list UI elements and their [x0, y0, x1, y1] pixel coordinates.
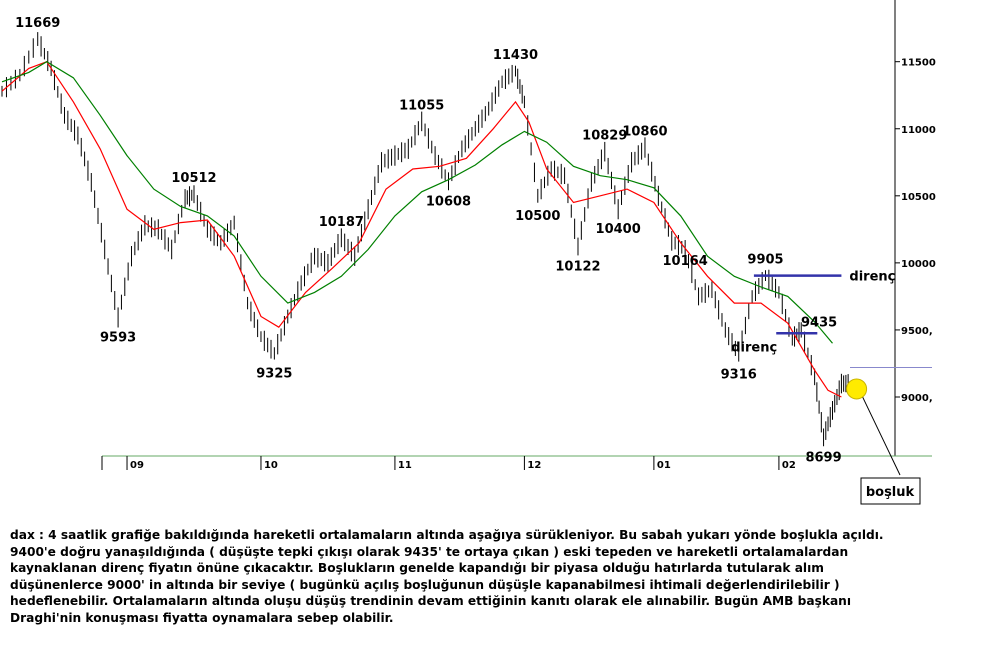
gap-label: boşluk [866, 485, 915, 500]
price-annotation: 9593 [100, 330, 136, 345]
price-annotation: 10164 [663, 254, 708, 269]
price-annotation: 10400 [596, 222, 641, 237]
gap-marker [846, 378, 868, 400]
x-tick-label: 10 [264, 460, 278, 471]
price-annotation: 10187 [319, 215, 364, 230]
price-annotation: 11430 [493, 48, 538, 63]
price-annotation: 10860 [622, 125, 667, 140]
moving-average-line-2 [1, 61, 833, 344]
y-tick-label: 11500 [901, 58, 936, 69]
x-tick-label: 12 [527, 460, 541, 471]
price-annotation: 10608 [426, 194, 471, 209]
commentary-text: dax : 4 saatlik grafiğe bakıldığında har… [10, 528, 884, 625]
y-tick-label: 9000, [901, 393, 933, 404]
resistance-label: direnç [731, 340, 777, 355]
y-tick-label: 9500, [901, 326, 933, 337]
y-tick-label: 10500 [901, 192, 936, 203]
price-annotation: 9435 [801, 316, 837, 331]
price-annotation: 8699 [805, 450, 841, 465]
gap-pointer [862, 396, 901, 476]
price-chart: 9000, 9500, 10000 10500 11000 11500 09 10 11 12 01… [1, 0, 936, 505]
moving-average-line-1 [1, 60, 842, 398]
y-tick-label: 11000 [901, 125, 936, 136]
price-annotation: 10500 [515, 209, 560, 224]
price-annotation: 11669 [15, 16, 60, 31]
resistance-label: direnç [849, 270, 895, 285]
y-tick-label: 10000 [901, 259, 936, 270]
price-annotation: 10122 [555, 260, 600, 275]
price-annotation: 9325 [256, 366, 292, 381]
x-tick-label: 11 [398, 460, 412, 471]
gap-label-box [860, 477, 921, 505]
price-annotation: 10512 [171, 171, 216, 186]
x-tick-label: 02 [782, 460, 796, 471]
price-annotation: 10829 [582, 129, 627, 144]
x-tick-label: 09 [130, 460, 144, 471]
x-tick-label: 01 [657, 460, 671, 471]
price-annotation: 9905 [747, 253, 783, 268]
price-annotation: 9316 [721, 368, 757, 383]
price-annotation: 11055 [399, 98, 444, 113]
